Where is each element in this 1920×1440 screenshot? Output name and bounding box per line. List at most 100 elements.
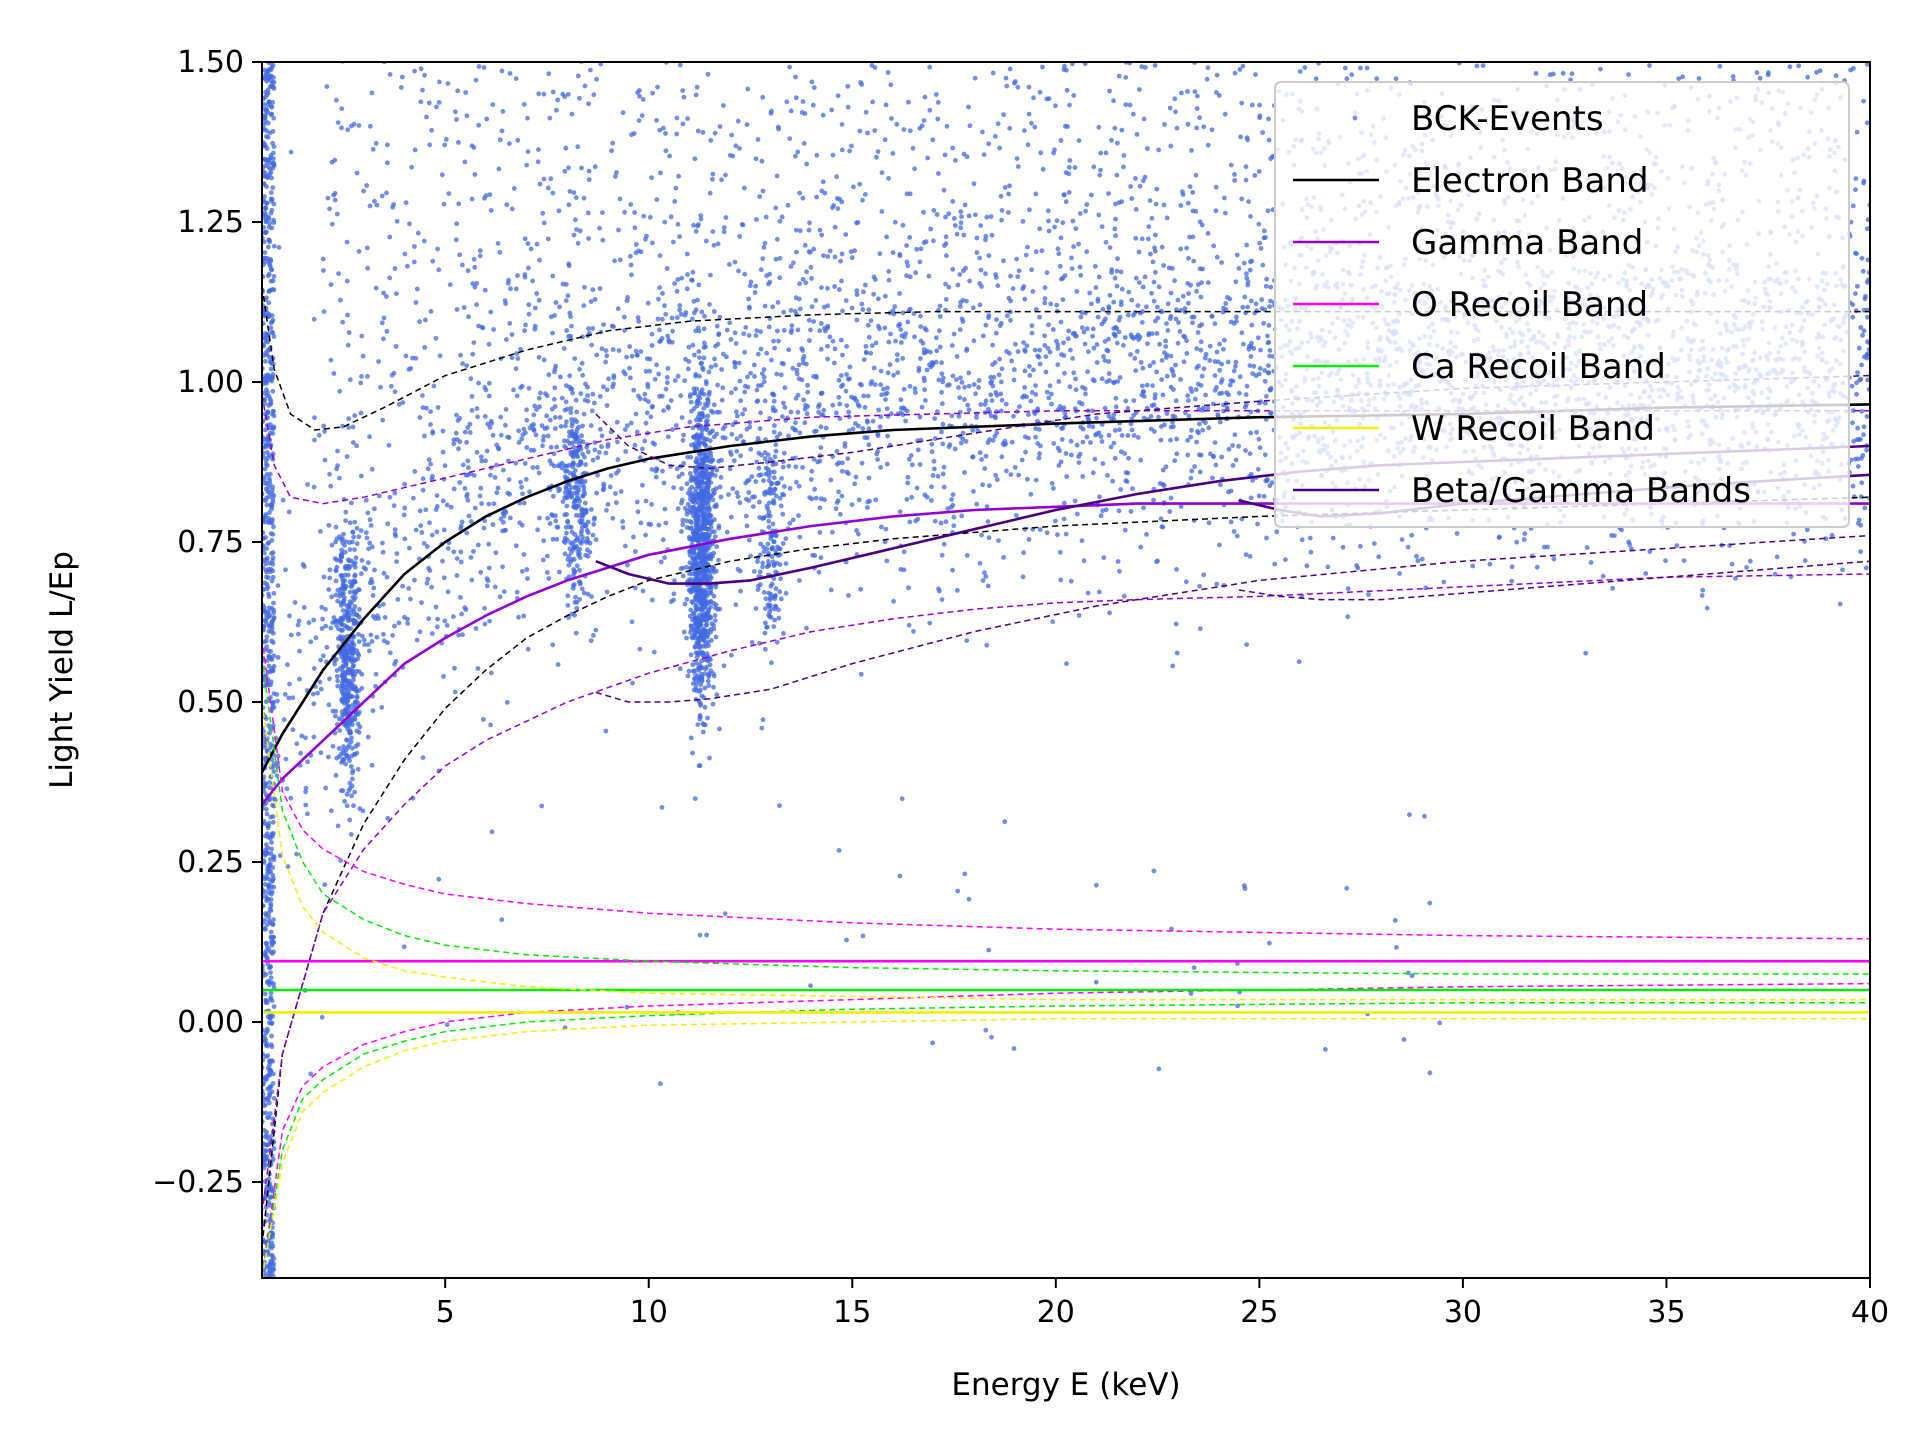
scatter-point bbox=[909, 494, 915, 500]
scatter-point bbox=[1219, 454, 1225, 460]
scatter-point bbox=[814, 194, 819, 200]
scatter-point bbox=[1850, 314, 1856, 320]
scatter-point bbox=[758, 329, 763, 335]
scatter-point bbox=[1121, 164, 1126, 170]
scatter-point bbox=[1184, 245, 1189, 251]
scatter-point bbox=[1217, 367, 1223, 373]
scatter-point bbox=[679, 486, 684, 492]
scatter-point bbox=[1117, 568, 1122, 574]
scatter-point bbox=[1265, 340, 1271, 346]
scatter-point bbox=[1152, 392, 1158, 397]
scatter-point bbox=[541, 434, 547, 439]
scatter-point bbox=[1681, 558, 1687, 563]
scatter-point bbox=[862, 405, 868, 410]
scatter-point bbox=[475, 414, 480, 420]
scatter-point bbox=[1174, 567, 1179, 572]
scatter-point bbox=[591, 92, 597, 98]
scatter-point bbox=[1094, 360, 1100, 365]
scatter-point bbox=[1004, 468, 1009, 474]
scatter-point bbox=[1112, 125, 1118, 131]
scatter-point bbox=[1125, 312, 1131, 318]
scatter-point bbox=[713, 362, 718, 368]
scatter-point bbox=[1056, 251, 1062, 257]
scatter-point bbox=[979, 284, 984, 289]
scatter-point bbox=[1001, 112, 1006, 118]
scatter-point bbox=[811, 457, 817, 462]
scatter-point bbox=[328, 808, 334, 814]
scatter-point bbox=[675, 373, 681, 379]
scatter-point bbox=[850, 426, 856, 432]
scatter-point bbox=[825, 323, 831, 329]
scatter-point bbox=[365, 642, 371, 647]
scatter-point bbox=[1078, 314, 1084, 320]
scatter-point bbox=[365, 734, 371, 740]
scatter-point bbox=[471, 549, 476, 554]
scatter-point bbox=[681, 461, 687, 466]
scatter-point bbox=[1005, 313, 1010, 319]
scatter-point bbox=[326, 754, 331, 760]
scatter-point bbox=[1026, 412, 1031, 417]
scatter-point bbox=[610, 515, 616, 521]
scatter-point bbox=[825, 254, 831, 259]
scatter-point bbox=[1133, 207, 1139, 212]
scatter-point bbox=[427, 568, 433, 573]
scatter-point bbox=[1152, 63, 1158, 68]
scatter-point bbox=[352, 519, 358, 525]
scatter-point bbox=[874, 451, 880, 457]
scatter-point bbox=[544, 413, 550, 419]
scatter-point bbox=[971, 489, 976, 494]
scatter-point bbox=[1409, 532, 1415, 538]
scatter-point bbox=[899, 340, 904, 345]
scatter-point bbox=[1119, 127, 1125, 133]
scatter-point bbox=[1030, 289, 1036, 294]
scatter-point bbox=[1113, 201, 1118, 207]
scatter-point bbox=[953, 158, 958, 163]
scatter-point bbox=[1234, 533, 1240, 539]
scatter-point bbox=[1850, 483, 1856, 489]
scatter-point bbox=[400, 400, 406, 405]
scatter-point bbox=[908, 453, 914, 458]
scatter-point bbox=[428, 461, 433, 467]
scatter-point bbox=[1267, 353, 1273, 359]
scatter-point bbox=[782, 450, 787, 456]
scatter-point bbox=[600, 487, 606, 493]
scatter-point bbox=[1083, 391, 1088, 397]
scatter-point bbox=[853, 474, 859, 480]
scatter-point bbox=[794, 479, 799, 485]
scatter-point bbox=[905, 319, 911, 325]
scatter-point bbox=[894, 121, 900, 127]
scatter-point bbox=[1076, 613, 1082, 618]
scatter-point bbox=[1859, 408, 1865, 414]
scatter-point bbox=[1210, 401, 1216, 407]
scatter-point bbox=[657, 327, 662, 333]
scatter-point bbox=[904, 496, 910, 502]
scatter-point bbox=[779, 476, 784, 481]
scatter-point bbox=[1113, 325, 1119, 330]
scatter-point bbox=[367, 540, 373, 546]
scatter-point bbox=[879, 392, 885, 398]
scatter-point bbox=[634, 352, 640, 358]
scatter-point bbox=[283, 567, 288, 573]
scatter-point bbox=[482, 621, 488, 627]
scatter-point bbox=[548, 444, 554, 450]
scatter-point bbox=[999, 366, 1005, 372]
scatter-point bbox=[833, 506, 839, 512]
scatter-point bbox=[928, 226, 934, 232]
scatter-point bbox=[982, 402, 988, 407]
scatter-point bbox=[380, 549, 386, 555]
scatter-point bbox=[906, 622, 912, 628]
scatter-point bbox=[1047, 383, 1053, 389]
scatter-point bbox=[1010, 286, 1016, 291]
scatter-point bbox=[1042, 285, 1048, 291]
scatter-point bbox=[545, 553, 550, 559]
scatter-point bbox=[941, 187, 947, 193]
scatter-point bbox=[1141, 389, 1146, 395]
scatter-point bbox=[453, 430, 459, 436]
scatter-point bbox=[936, 586, 941, 592]
scatter-point bbox=[615, 457, 621, 463]
scatter-point bbox=[1072, 406, 1078, 411]
scatter-point bbox=[1059, 437, 1065, 442]
scatter-point bbox=[932, 436, 938, 441]
scatter-point bbox=[1042, 300, 1048, 306]
scatter-point bbox=[1195, 429, 1200, 434]
